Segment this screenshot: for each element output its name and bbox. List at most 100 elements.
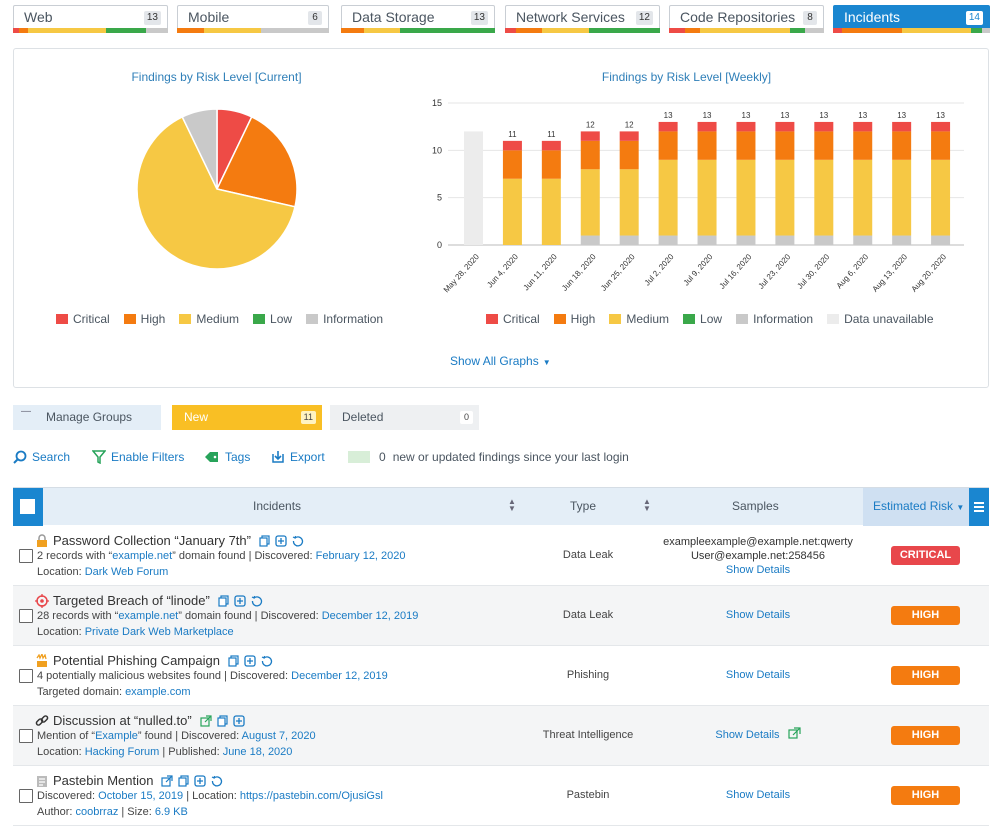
external-link-icon[interactable] — [161, 774, 174, 787]
external-link-icon[interactable] — [200, 714, 212, 727]
add-icon[interactable] — [234, 594, 246, 607]
export-button[interactable]: Export — [271, 450, 325, 464]
incident-title[interactable]: Password Collection “January 7th” — [35, 533, 304, 548]
legend-item[interactable]: Information — [306, 312, 383, 326]
show-details-link[interactable]: Show Details — [725, 564, 791, 576]
discovered-date[interactable]: October 15, 2019 — [98, 790, 184, 802]
incident-title[interactable]: Pastebin Mention — [35, 773, 223, 788]
legend-item[interactable]: Critical — [56, 312, 110, 326]
incident-title[interactable]: Discussion at “nulled.to” — [35, 713, 245, 728]
legend-label: Information — [753, 312, 814, 326]
history-icon[interactable] — [292, 535, 304, 547]
bar-segment-critical — [619, 131, 639, 141]
legend-item[interactable]: Medium — [179, 312, 239, 326]
tab-incidents[interactable]: Incidents 14 — [833, 5, 990, 33]
copy-icon[interactable] — [218, 594, 229, 607]
bar-total-label: 13 — [664, 111, 673, 120]
table-row[interactable]: Targeted Breach of “linode” 28 records w… — [13, 586, 989, 646]
add-icon[interactable] — [244, 654, 256, 667]
sort-icon[interactable]: ▲ ▼ — [643, 497, 651, 513]
discovered-date[interactable]: December 12, 2019 — [291, 670, 388, 682]
add-icon[interactable] — [275, 534, 287, 547]
table-row[interactable]: Discussion at “nulled.to” Mention of “Ex… — [13, 706, 989, 766]
show-details-link[interactable]: Show Details — [725, 669, 791, 681]
copy-icon[interactable] — [228, 654, 239, 667]
samples-cell: Show Details — [653, 669, 863, 681]
tab-code-repositories[interactable]: Code Repositories 8 — [669, 5, 824, 33]
row-checkbox[interactable] — [19, 549, 33, 563]
discovered-date[interactable]: December 12, 2019 — [321, 610, 419, 622]
legend-item[interactable]: High — [553, 312, 595, 326]
bar-segment — [588, 28, 660, 33]
tags-button[interactable]: Tags — [204, 450, 250, 464]
legend-item[interactable]: Information — [736, 312, 813, 326]
row-checkbox[interactable] — [19, 669, 33, 683]
external-link-icon[interactable] — [788, 727, 801, 740]
bar-segment-critical — [814, 121, 834, 132]
tab-mobile[interactable]: Mobile 6 — [177, 5, 329, 33]
tags-label: Tags — [225, 450, 251, 464]
published-date[interactable]: June 18, 2020 — [222, 746, 293, 758]
lock-icon — [37, 533, 47, 547]
mention-link[interactable]: Example — [95, 730, 138, 742]
tab-data-storage[interactable]: Data Storage 13 — [341, 5, 495, 33]
author-link[interactable]: coobrraz — [75, 806, 119, 818]
history-icon[interactable] — [211, 775, 223, 787]
table-row[interactable]: Potential Phishing Campaign 4 potentiall… — [13, 646, 989, 706]
domain-link[interactable]: example.net — [118, 610, 179, 622]
show-all-graphs-link[interactable]: Show All Graphs ▼ — [450, 354, 551, 368]
incident-title[interactable]: Potential Phishing Campaign — [35, 653, 273, 668]
show-all-graphs-label: Show All Graphs — [450, 354, 539, 368]
row-checkbox[interactable] — [19, 789, 33, 803]
targeted-domain-link[interactable]: example.com — [125, 686, 191, 698]
column-menu-button[interactable] — [969, 488, 989, 526]
add-icon[interactable] — [194, 774, 207, 787]
incident-title[interactable]: Targeted Breach of “linode” — [35, 593, 263, 608]
select-all-checkbox[interactable] — [13, 488, 43, 526]
row-checkbox[interactable] — [19, 729, 33, 743]
sort-icon[interactable]: ▲ ▼ — [508, 497, 516, 513]
col-type[interactable]: Type — [570, 499, 597, 513]
legend-item[interactable]: Medium — [609, 312, 669, 326]
col-samples: Samples — [732, 499, 779, 513]
domain-link[interactable]: example.net — [112, 550, 173, 562]
bar-segment-critical — [580, 131, 600, 141]
show-details-link[interactable]: Show Details — [715, 729, 780, 741]
bar-segment-information — [658, 235, 678, 245]
show-details-link[interactable]: Show Details — [725, 789, 791, 801]
group-tab-new[interactable]: New 11 — [172, 405, 322, 430]
discovered-date[interactable]: August 7, 2020 — [241, 730, 316, 742]
legend-item[interactable]: Critical — [486, 312, 540, 326]
bar-segment — [805, 28, 824, 33]
table-row[interactable]: Password Collection “January 7th” 2 reco… — [13, 526, 989, 586]
manage-groups-button[interactable]: — Manage Groups — [13, 405, 161, 430]
col-incidents[interactable]: Incidents — [253, 499, 302, 513]
history-icon[interactable] — [251, 595, 263, 607]
search-button[interactable]: Search — [13, 450, 70, 464]
bar-segment-information — [931, 235, 951, 245]
legend-item[interactable]: Data unavailable — [827, 312, 934, 326]
location-link[interactable]: Private Dark Web Marketplace — [84, 626, 234, 638]
col-estimated-risk[interactable]: Estimated Risk ▼ — [863, 488, 969, 526]
add-icon[interactable] — [233, 714, 245, 727]
legend-item[interactable]: High — [123, 312, 165, 326]
pastebin-url-link[interactable]: https://pastebin.com/OjusiGsl — [239, 790, 383, 802]
group-tab-deleted[interactable]: Deleted 0 — [330, 405, 479, 430]
history-icon[interactable] — [261, 655, 273, 667]
copy-icon[interactable] — [217, 714, 228, 727]
enable-filters-button[interactable]: Enable Filters — [92, 450, 184, 464]
legend-item[interactable]: Low — [683, 312, 722, 326]
row-checkbox[interactable] — [19, 609, 33, 623]
location-link[interactable]: Hacking Forum — [84, 746, 160, 758]
tab-network-services[interactable]: Network Services 12 — [505, 5, 660, 33]
show-details-link[interactable]: Show Details — [725, 609, 791, 621]
discovered-date[interactable]: February 12, 2020 — [315, 550, 406, 562]
bar-segment — [982, 28, 990, 33]
table-row[interactable]: Pastebin Mention Discovered: October 15,… — [13, 766, 989, 826]
copy-icon[interactable] — [178, 774, 190, 787]
location-link[interactable]: Dark Web Forum — [84, 566, 169, 578]
tab-web[interactable]: Web 13 — [13, 5, 168, 33]
legend-item[interactable]: Low — [253, 312, 292, 326]
copy-icon[interactable] — [259, 534, 270, 547]
bar-segment-medium — [658, 159, 678, 236]
